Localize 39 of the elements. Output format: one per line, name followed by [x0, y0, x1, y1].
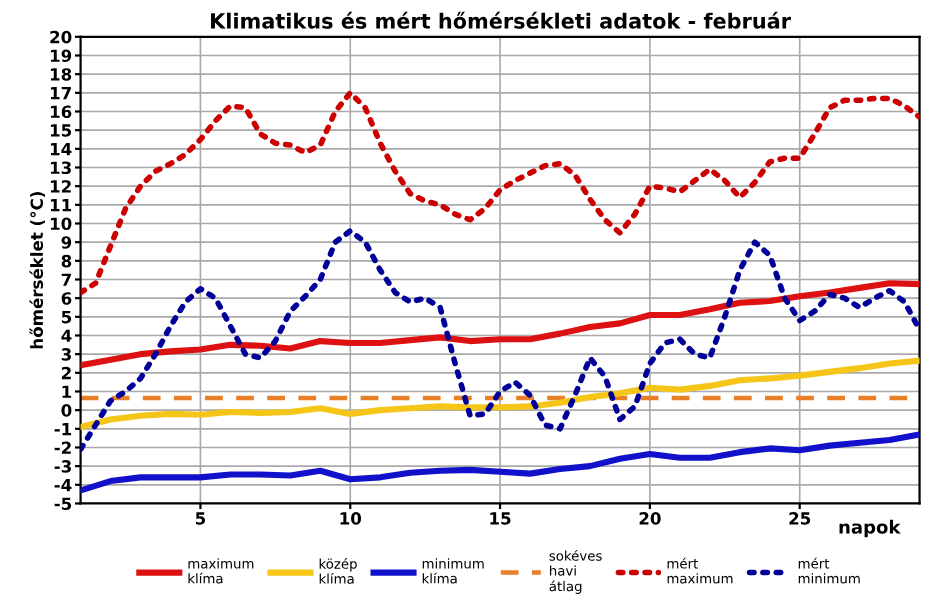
- y-tick-label: -4: [54, 479, 72, 492]
- y-tick-label: 14: [50, 143, 72, 156]
- y-tick-label: 8: [61, 254, 72, 268]
- x-tick-label: 20: [639, 512, 661, 525]
- y-tick-label: 15: [50, 124, 72, 137]
- line-series: [80, 280, 920, 369]
- y-tick-label: -2: [54, 441, 71, 454]
- x-tick-label: 5: [195, 512, 206, 525]
- x-tick-label: 15: [490, 512, 511, 525]
- y-tick-label: 4: [61, 329, 72, 342]
- y-tick-label: 17: [50, 87, 71, 100]
- y-tick-label: 0: [61, 404, 72, 417]
- y-tick-label: -1: [54, 423, 72, 436]
- y-tick-label: 2: [61, 366, 71, 380]
- y-tick-label: 20: [50, 30, 72, 44]
- line-series: [80, 431, 920, 494]
- y-tick-label: 3: [61, 348, 71, 361]
- y-tick-label: 7: [61, 273, 71, 286]
- x-axis-title: napok: [839, 519, 901, 538]
- line-series: [80, 90, 920, 296]
- y-tick-label: 12: [50, 180, 71, 193]
- y-tick-label: -3: [54, 460, 71, 473]
- line-series: [80, 228, 920, 453]
- y-tick-label: 11: [50, 199, 72, 212]
- x-tick-label: 10: [340, 512, 362, 525]
- y-axis-title: hőmérséklet (°C): [29, 192, 46, 349]
- y-tick-label: 19: [50, 49, 72, 63]
- chart-title: Klimatikus és mért hőmérsékleti adatok - február: [211, 11, 791, 29]
- y-tick-label: 6: [61, 292, 72, 305]
- y-tick-label: 10: [50, 217, 72, 231]
- line-series: [80, 357, 920, 431]
- y-tick-label: 13: [50, 161, 71, 175]
- y-tick-label: -5: [54, 497, 72, 511]
- y-tick-label: 9: [61, 236, 72, 249]
- y-tick-label: 16: [50, 105, 72, 119]
- x-tick-label: 25: [789, 512, 811, 525]
- y-tick-label: 18: [50, 68, 72, 81]
- y-tick-label: 5: [61, 311, 72, 324]
- y-tick-label: 1: [62, 385, 72, 398]
